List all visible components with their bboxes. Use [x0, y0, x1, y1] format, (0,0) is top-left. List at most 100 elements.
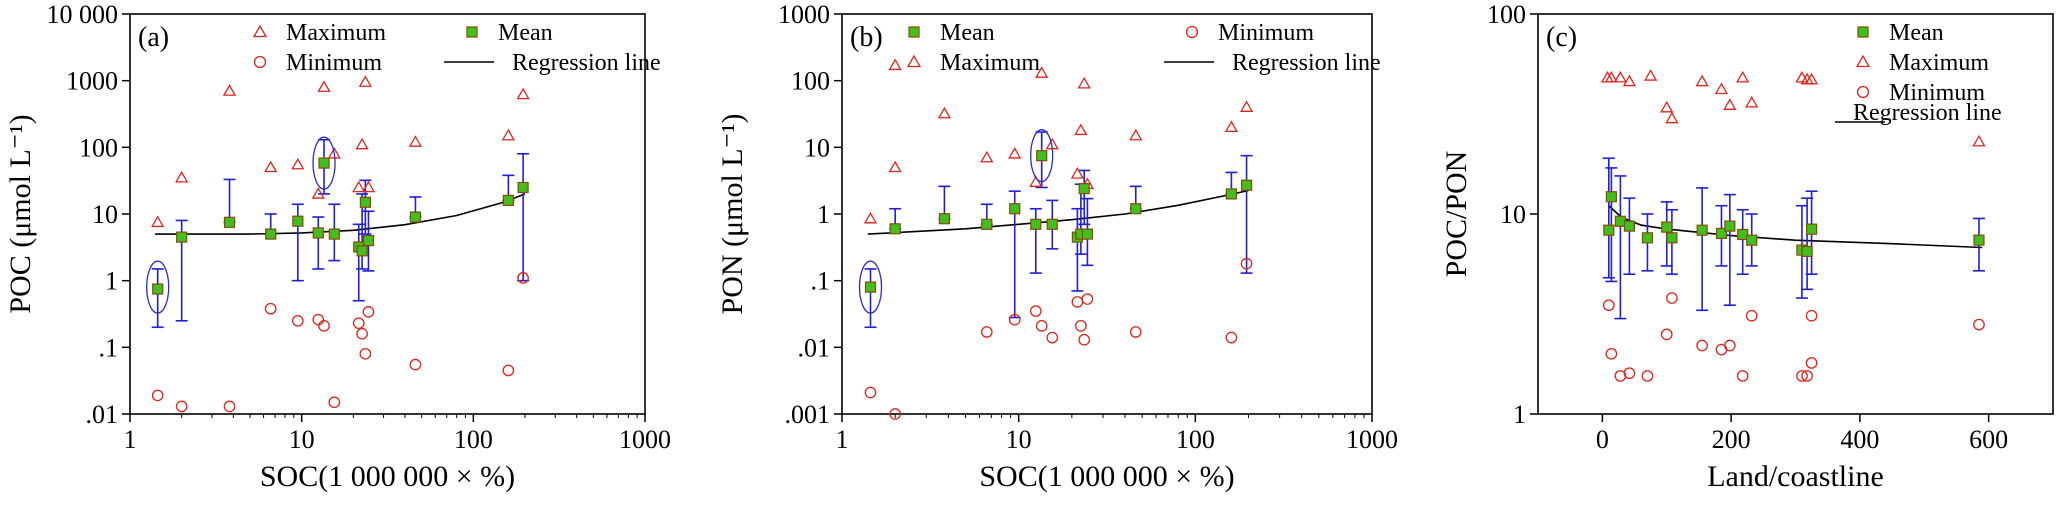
- minimum-point: [1973, 318, 1985, 331]
- minimum-point: [889, 408, 902, 420]
- maximum-point: [408, 135, 423, 147]
- panel-c: 0 200 400 600 1 10 100 Land/coastline POC/PON (c)…: [1440, 0, 2054, 493]
- panel-a: 1 10 100 1000 .01 .1 1 10 100 1000 10 000 SOC(1 000…: [4, 0, 671, 493]
- maximum-point: [1736, 70, 1750, 83]
- y-axis-label: POC (μmol L⁻¹): [4, 114, 37, 313]
- panel-label: (c): [1546, 22, 1577, 53]
- maximum-point: [1723, 98, 1737, 110]
- mean-point: [356, 245, 368, 257]
- maximum-point: [317, 80, 331, 92]
- maximum-point: [151, 215, 165, 228]
- maximum-point: [1972, 134, 1986, 147]
- mean-point: [1130, 203, 1142, 215]
- mean-point: [1078, 183, 1090, 195]
- maximum-point: [888, 58, 902, 71]
- legend: Maximum Mean Minimum Regression line: [252, 20, 661, 76]
- minimum-point: [1660, 328, 1673, 341]
- minimum-point: [318, 320, 330, 332]
- minimum-point: [1071, 296, 1084, 308]
- minimum-point: [502, 364, 515, 377]
- legend-minimum-label: Minimum: [1889, 80, 1985, 106]
- mean-point: [938, 213, 951, 225]
- minimum-point: [291, 314, 304, 327]
- legend-minimum-label: Minimum: [1218, 20, 1314, 46]
- y-tick-label: .001: [785, 400, 831, 429]
- minimum-point: [359, 347, 372, 360]
- legend-regression-label: Regression line: [1853, 100, 2002, 126]
- maximum-point: [175, 170, 189, 183]
- x-axis-label: SOC(1 000 000 × %): [979, 460, 1234, 493]
- mean-point: [981, 218, 993, 230]
- minimum-point: [175, 400, 188, 413]
- maximum-point: [291, 157, 305, 170]
- y-tick-label: 100: [1487, 0, 1526, 29]
- regression-line: [867, 189, 1249, 235]
- minimum-point: [352, 317, 365, 330]
- maximum-point: [222, 84, 237, 96]
- maximum-point: [1644, 69, 1658, 81]
- x-tick-label: 1000: [619, 425, 671, 454]
- minimum-point: [356, 327, 368, 340]
- mean-point: [1801, 245, 1813, 258]
- maximum-point: [1224, 120, 1239, 133]
- y-axis-label: PON (μmol L⁻¹): [716, 114, 749, 315]
- minimum-point: [1078, 333, 1091, 346]
- minimum-point: [1029, 305, 1042, 317]
- mean-point: [1240, 179, 1253, 191]
- minimum-point: [1035, 320, 1048, 332]
- maximum-point: [264, 160, 278, 173]
- mean-point: [502, 194, 514, 206]
- legend: Mean Minimum Maximum Regression line: [906, 20, 1381, 76]
- maximum-point: [1804, 72, 1819, 85]
- minimum-point: [1696, 339, 1709, 352]
- minimum-point: [1623, 367, 1636, 380]
- mean-point: [362, 234, 375, 247]
- maximum-point: [1008, 146, 1022, 159]
- mean-point: [1715, 227, 1728, 239]
- mean-point: [328, 228, 340, 240]
- legend-maximum-label: Maximum: [940, 50, 1040, 76]
- y-tick-label: 10: [1500, 200, 1526, 229]
- maximum-point: [1129, 128, 1143, 141]
- legend-maximum-symbol: [906, 54, 922, 68]
- legend-mean-label: Mean: [1889, 20, 1944, 46]
- minimum-point: [1602, 299, 1615, 312]
- mean-point: [318, 157, 330, 169]
- mean-point: [1605, 191, 1617, 203]
- minimum-point: [1046, 331, 1059, 344]
- mean-point: [1737, 228, 1749, 241]
- mean-point: [1036, 150, 1048, 162]
- minimum-point: [1805, 357, 1818, 369]
- legend-maximum-label: Maximum: [286, 20, 386, 46]
- minimum-point: [312, 313, 325, 326]
- y-tick-label: 1: [105, 267, 118, 296]
- minimum-point: [1723, 339, 1736, 352]
- x-tick-label: 200: [1712, 425, 1751, 454]
- maximum-point: [937, 106, 952, 119]
- mean-point: [1696, 224, 1708, 236]
- mean-point: [265, 228, 277, 240]
- minimum-point: [1736, 370, 1749, 382]
- legend-mean-symbol: [466, 26, 478, 38]
- mean-point: [1746, 234, 1758, 246]
- mean-point: [1603, 224, 1615, 236]
- x-tick-label: 100: [1176, 425, 1215, 454]
- y-tick-label: 100: [79, 133, 118, 162]
- highlight-ellipse: [858, 260, 883, 314]
- mean-point: [1623, 220, 1636, 232]
- maximum-point: [1695, 74, 1709, 87]
- highlight-ellipse: [312, 136, 336, 190]
- maximum-point: [888, 160, 902, 173]
- x-tick-label: 1000: [1346, 425, 1398, 454]
- mean-point: [292, 215, 304, 227]
- panel-b: 1 10 100 1000 .001 .01 .1 1 10 100 1000 SOC(1 000 0…: [716, 0, 1398, 493]
- x-tick-label: 400: [1840, 425, 1879, 454]
- x-tick-label: 1: [836, 425, 849, 454]
- maximum-point: [1077, 76, 1091, 89]
- highlight-ellipse: [146, 260, 170, 314]
- mean-point: [1805, 223, 1818, 235]
- minimum-point: [1641, 370, 1654, 382]
- maximum-point: [311, 187, 325, 199]
